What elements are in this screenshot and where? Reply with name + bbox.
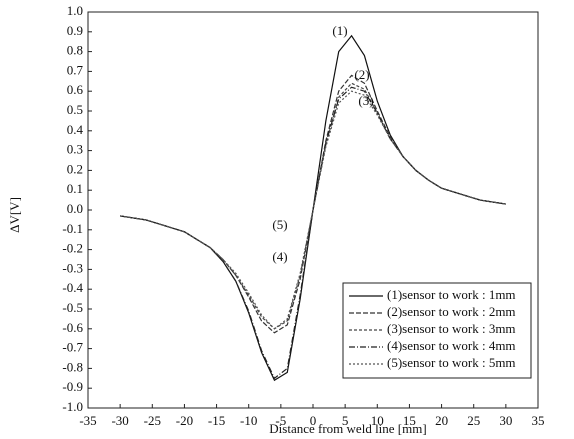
x-tick-label: -30 [111,413,128,428]
y-tick-label: -0.9 [62,379,83,394]
y-tick-label: 1.0 [67,3,83,18]
x-tick-label: -20 [176,413,193,428]
y-tick-label: 0.5 [67,102,83,117]
legend-label: (3)sensor to work : 3mm [387,321,516,336]
y-tick-label: 0.8 [67,43,83,58]
y-tick-label: 0.9 [67,23,83,38]
annotation: (2) [354,67,369,82]
x-tick-label: 15 [403,413,416,428]
series-line [120,90,506,330]
y-tick-label: 0.0 [67,201,83,216]
x-tick-label: 10 [371,413,384,428]
legend-label: (2)sensor to work : 2mm [387,304,516,319]
annotation: (3) [358,93,373,108]
x-tick-label: 25 [467,413,480,428]
y-tick-label: -0.1 [62,221,83,236]
legend-label: (5)sensor to work : 5mm [387,355,516,370]
x-tick-label: -5 [275,413,286,428]
x-tick-label: -10 [240,413,257,428]
x-tick-label: -35 [79,413,96,428]
y-tick-label: -0.8 [62,359,83,374]
annotation: (1) [332,23,347,38]
y-tick-label: 0.3 [67,142,83,157]
x-tick-label: 0 [310,413,317,428]
annotation: (4) [272,249,287,264]
legend-label: (4)sensor to work : 4mm [387,338,516,353]
y-tick-label: 0.4 [67,122,84,137]
x-tick-label: 5 [342,413,349,428]
y-tick-label: 0.2 [67,161,83,176]
y-tick-label: -0.7 [62,340,83,355]
x-tick-label: -15 [208,413,225,428]
x-axis-label: Distance from weld line [mm] [269,421,426,436]
x-tick-label: 35 [532,413,545,428]
legend-label: (1)sensor to work : 1mm [387,287,516,302]
y-tick-label: -0.2 [62,241,83,256]
y-tick-label: -0.6 [62,320,83,335]
y-axis-label: ΔV[V] [7,197,22,233]
annotation: (5) [272,217,287,232]
x-tick-label: -25 [144,413,161,428]
y-tick-label: 0.7 [67,62,84,77]
x-tick-label: 20 [435,413,448,428]
y-tick-label: -0.5 [62,300,83,315]
y-tick-label: -0.4 [62,280,83,295]
y-tick-label: -1.0 [62,399,83,414]
y-tick-label: -0.3 [62,260,83,275]
y-tick-label: 0.1 [67,181,83,196]
x-tick-label: 30 [499,413,512,428]
y-tick-label: 0.6 [67,82,84,97]
